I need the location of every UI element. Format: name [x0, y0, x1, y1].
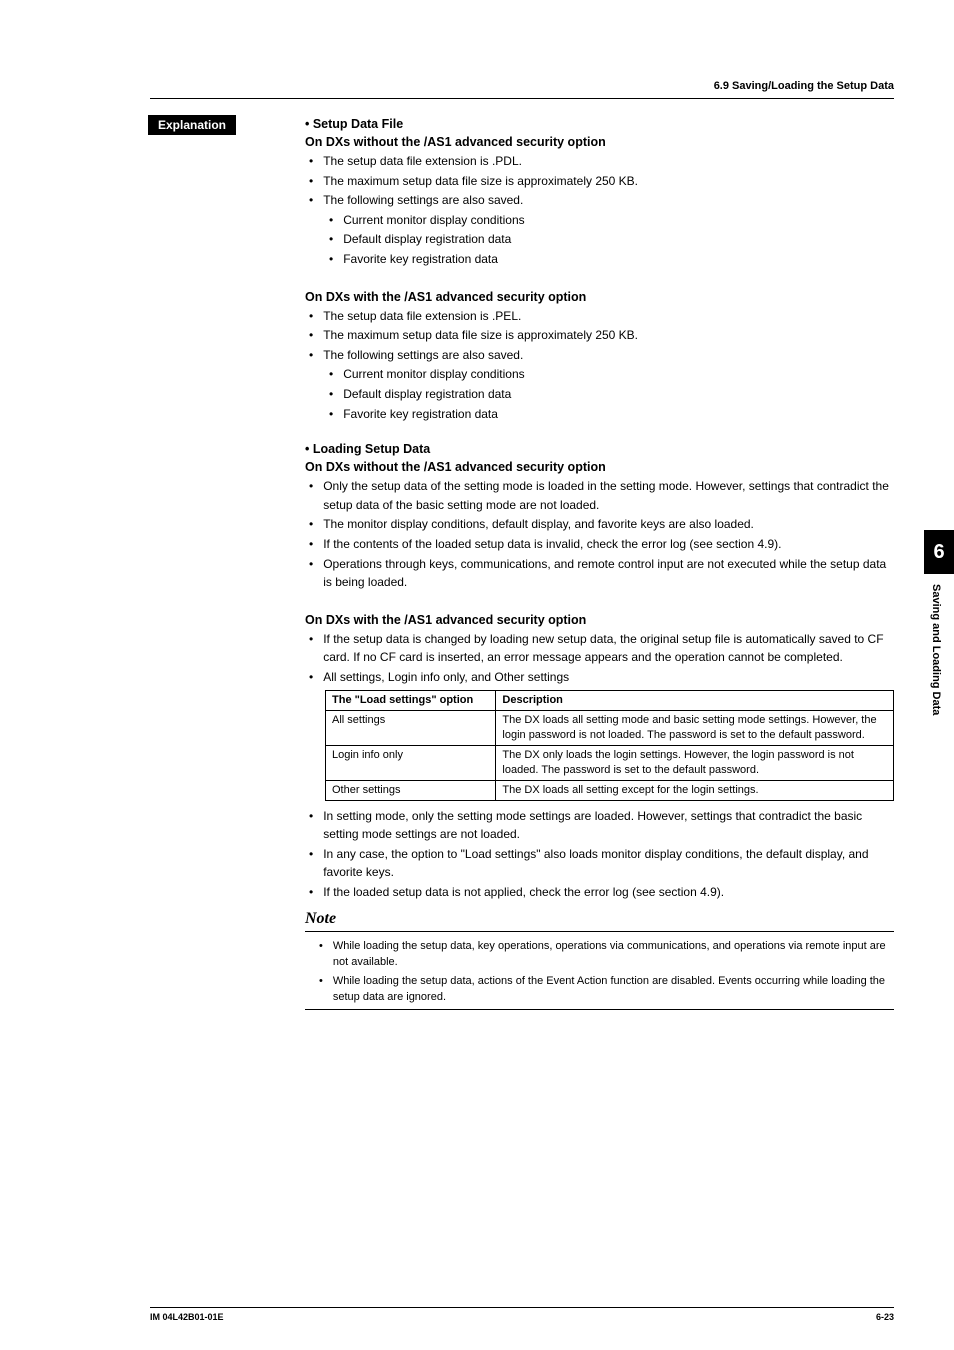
bullet-dot: • [325, 365, 333, 384]
bullet-text: Only the setup data of the setting mode … [323, 477, 894, 514]
bullet-dot: • [305, 346, 313, 365]
sub-bullet-text: Current monitor display conditions [343, 365, 524, 384]
bullet-dot: • [325, 230, 333, 249]
note-text: While loading the setup data, key operat… [333, 938, 894, 971]
bullet-text: The setup data file extension is .PDL. [323, 152, 894, 171]
bullet-dot: • [305, 535, 313, 554]
table-header: The "Load settings" option [326, 691, 496, 711]
bullet-dot: • [305, 555, 313, 592]
bullet-text: If the setup data is changed by loading … [323, 630, 894, 667]
note-heading: Note [305, 910, 894, 928]
doc-id: IM 04L42B01-01E [150, 1312, 224, 1322]
bullet-dot: • [325, 385, 333, 404]
table-cell: The DX loads all setting mode and basic … [496, 711, 894, 746]
bullet-dot: • [305, 515, 313, 534]
table-cell: Login info only [326, 746, 496, 781]
bullet-text: The maximum setup data file size is appr… [323, 172, 894, 191]
sub-bullet-text: Favorite key registration data [343, 250, 498, 269]
page-footer: IM 04L42B01-01E 6-23 [150, 1307, 894, 1322]
section-header: 6.9 Saving/Loading the Setup Data [150, 80, 894, 92]
bullet-text: The monitor display conditions, default … [323, 515, 894, 534]
bullet-text: The following settings are also saved. [323, 191, 894, 210]
bullet-dot: • [325, 211, 333, 230]
bullet-dot: • [305, 630, 313, 667]
table-cell: All settings [326, 711, 496, 746]
sub-bullet-text: Favorite key registration data [343, 405, 498, 424]
bullet-dot: • [305, 326, 313, 345]
subheading-with-as1-b: On DXs with the /AS1 advanced security o… [305, 613, 894, 627]
bullet-dot: • [319, 973, 323, 1006]
bullet-dot: • [305, 191, 313, 210]
note-rule-top [305, 931, 894, 932]
heading-setup-data-file: • Setup Data File [305, 117, 894, 131]
load-settings-table: The "Load settings" option Description A… [325, 690, 894, 800]
table-cell: The DX loads all setting except for the … [496, 780, 894, 800]
subheading-with-as1-a: On DXs with the /AS1 advanced security o… [305, 290, 894, 304]
bullet-text: In any case, the option to "Load setting… [323, 845, 894, 882]
side-tab: 6 Saving and Loading Data [924, 530, 954, 754]
bullet-dot: • [305, 883, 313, 902]
header-rule [150, 98, 894, 99]
heading-loading-setup-data: • Loading Setup Data [305, 442, 894, 456]
sub-bullet-text: Default display registration data [343, 385, 511, 404]
bullet-dot: • [305, 307, 313, 326]
bullet-dot: • [325, 405, 333, 424]
page-number: 6-23 [876, 1312, 894, 1322]
bullet-dot: • [305, 172, 313, 191]
bullet-text: The following settings are also saved. [323, 346, 894, 365]
bullet-dot: • [305, 668, 313, 687]
bullet-text: In setting mode, only the setting mode s… [323, 807, 894, 844]
bullet-text: Operations through keys, communications,… [323, 555, 894, 592]
subheading-without-as1-a: On DXs without the /AS1 advanced securit… [305, 135, 894, 149]
sub-bullet-text: Current monitor display conditions [343, 211, 524, 230]
bullet-dot: • [305, 477, 313, 514]
bullet-text: If the contents of the loaded setup data… [323, 535, 894, 554]
bullet-dot: • [305, 807, 313, 844]
subheading-without-as1-b: On DXs without the /AS1 advanced securit… [305, 460, 894, 474]
chapter-number-tab: 6 [924, 530, 954, 574]
table-cell: The DX only loads the login settings. Ho… [496, 746, 894, 781]
sub-bullet-text: Default display registration data [343, 230, 511, 249]
bullet-dot: • [325, 250, 333, 269]
bullet-text: If the loaded setup data is not applied,… [323, 883, 894, 902]
bullet-text: The setup data file extension is .PEL. [323, 307, 894, 326]
note-rule-bottom [305, 1009, 894, 1010]
table-header: Description [496, 691, 894, 711]
bullet-dot: • [305, 152, 313, 171]
bullet-dot: • [319, 938, 323, 971]
explanation-badge: Explanation [148, 115, 236, 135]
bullet-text: The maximum setup data file size is appr… [323, 326, 894, 345]
bullet-text: All settings, Login info only, and Other… [323, 668, 894, 687]
footer-rule [150, 1307, 894, 1308]
table-cell: Other settings [326, 780, 496, 800]
bullet-dot: • [305, 845, 313, 882]
note-text: While loading the setup data, actions of… [333, 973, 894, 1006]
chapter-title-vertical: Saving and Loading Data [930, 574, 942, 754]
